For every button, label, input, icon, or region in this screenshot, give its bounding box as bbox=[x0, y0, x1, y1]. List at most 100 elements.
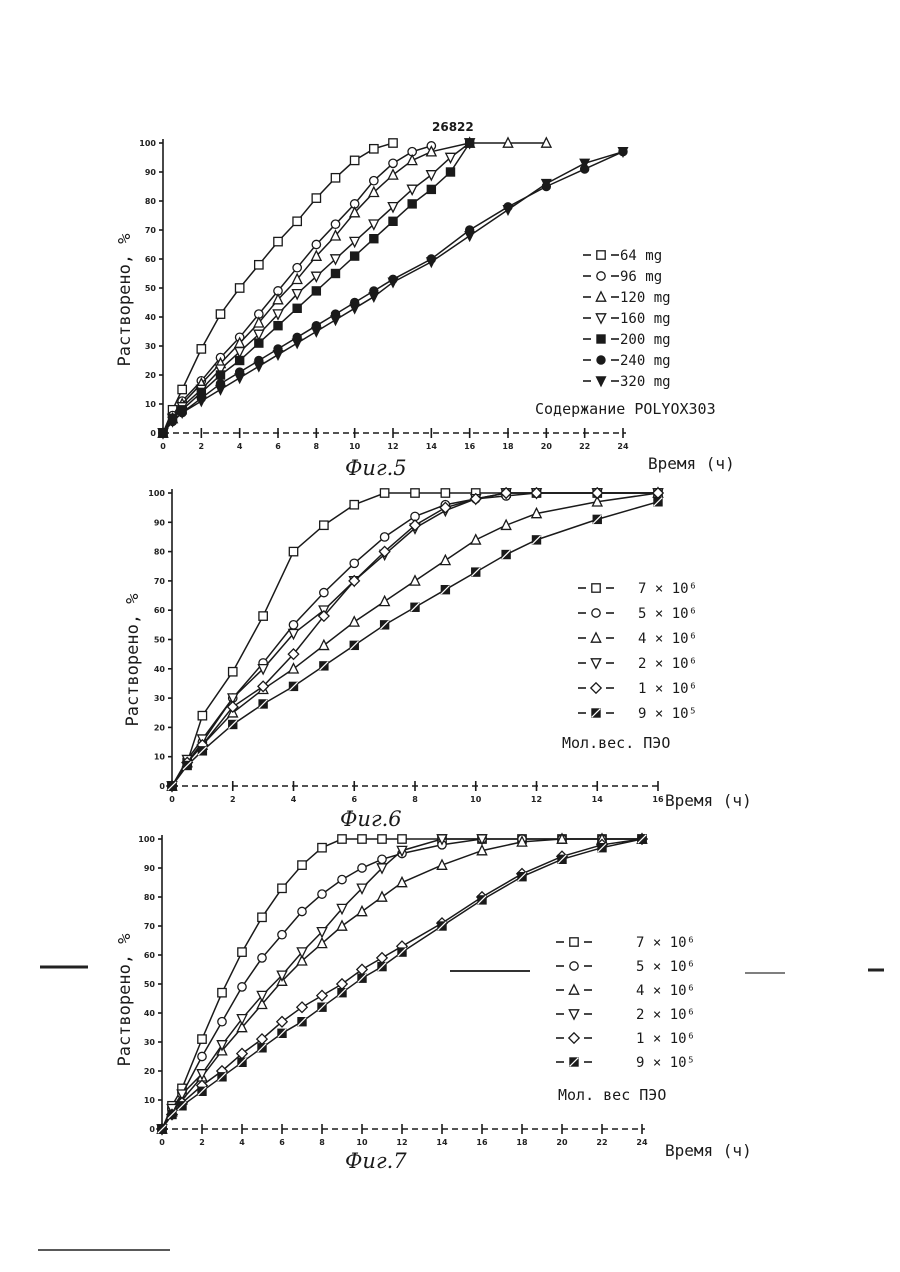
x-tick-label: 6 bbox=[279, 1138, 285, 1147]
data-point bbox=[318, 890, 326, 898]
data-point bbox=[293, 304, 301, 312]
x-tick-label: 4 bbox=[237, 442, 243, 451]
legend-label: 4 × 10⁶ bbox=[636, 983, 695, 999]
x-tick-label: 6 bbox=[351, 795, 357, 804]
legend-label: 9 × 10⁵ bbox=[638, 706, 697, 722]
data-point bbox=[408, 200, 416, 208]
y-tick-label: 10 bbox=[154, 753, 166, 762]
data-point bbox=[216, 385, 225, 394]
legend-label: 240 mg bbox=[620, 353, 671, 369]
legend-label: 2 × 10⁶ bbox=[638, 656, 697, 672]
data-point bbox=[377, 953, 387, 963]
data-point bbox=[318, 844, 326, 852]
data-point bbox=[350, 501, 358, 509]
data-point bbox=[216, 310, 224, 318]
y-tick-label: 80 bbox=[144, 893, 156, 902]
y-tick-label: 30 bbox=[144, 1038, 156, 1047]
y-tick-label: 20 bbox=[154, 723, 166, 732]
y-tick-label: 100 bbox=[138, 835, 155, 844]
x-tick-label: 10 bbox=[356, 1138, 368, 1147]
y-axis-label: Растворено, % bbox=[115, 933, 135, 1066]
charts-group: 0102030405060708090100024681012141618202… bbox=[115, 138, 752, 1173]
data-point bbox=[319, 640, 328, 649]
y-tick-label: 40 bbox=[145, 313, 157, 322]
data-point bbox=[298, 907, 306, 915]
legend-label: 96 mg bbox=[620, 269, 662, 285]
x-tick-label: 2 bbox=[199, 1138, 205, 1147]
figure-caption: Фиг.6 bbox=[340, 807, 402, 831]
legend-entry: 5 × 10⁶ bbox=[556, 959, 695, 975]
figure-caption: Фиг.5 bbox=[345, 456, 407, 480]
data-point bbox=[198, 1052, 206, 1060]
legend-label: 2 × 10⁶ bbox=[636, 1007, 695, 1023]
data-point bbox=[350, 617, 359, 626]
x-tick-label: 16 bbox=[652, 795, 664, 804]
data-point bbox=[289, 547, 297, 555]
x-tick-label: 8 bbox=[314, 442, 320, 451]
y-tick-label: 60 bbox=[144, 951, 156, 960]
legend-entry: 240 mg bbox=[583, 353, 671, 369]
data-point bbox=[255, 261, 263, 269]
x-axis-label: Время (ч) bbox=[648, 454, 735, 473]
data-point bbox=[350, 252, 358, 260]
data-point bbox=[235, 356, 243, 364]
data-point bbox=[378, 835, 386, 843]
figure-caption: Фиг.7 bbox=[345, 1149, 407, 1173]
data-point bbox=[427, 185, 435, 193]
legend-entry: 320 mg bbox=[583, 374, 671, 390]
data-point bbox=[218, 1018, 226, 1026]
data-point bbox=[297, 1002, 307, 1012]
y-tick-label: 10 bbox=[144, 1096, 156, 1105]
chart-6: 01020304050607080901000246810121416Раств… bbox=[123, 488, 752, 831]
data-point bbox=[289, 664, 298, 673]
x-axis-label: Время (ч) bbox=[665, 791, 752, 810]
data-point bbox=[320, 588, 328, 596]
data-point bbox=[198, 711, 206, 719]
x-tick-label: 10 bbox=[349, 442, 361, 451]
y-tick-label: 80 bbox=[145, 197, 157, 206]
chart-5: 0102030405060708090100024681012141618202… bbox=[115, 138, 735, 480]
y-tick-label: 0 bbox=[149, 1125, 155, 1134]
data-point bbox=[198, 1035, 206, 1043]
data-point bbox=[370, 235, 378, 243]
legend-label: 1 × 10⁶ bbox=[636, 1031, 695, 1047]
y-tick-label: 50 bbox=[144, 980, 156, 989]
legend-entry: 2 × 10⁶ bbox=[578, 656, 697, 672]
data-point bbox=[398, 835, 406, 843]
legend-entry: 5 × 10⁶ bbox=[578, 606, 697, 622]
legend-marker bbox=[592, 584, 600, 592]
x-tick-label: 2 bbox=[230, 795, 236, 804]
data-point bbox=[312, 287, 320, 295]
data-point bbox=[238, 983, 246, 991]
data-point bbox=[427, 171, 436, 180]
data-point bbox=[389, 139, 397, 147]
legend-title: Мол. вес ПЭО bbox=[558, 1086, 666, 1104]
y-tick-label: 60 bbox=[154, 606, 166, 615]
data-point bbox=[258, 913, 266, 921]
data-point bbox=[254, 362, 263, 371]
x-tick-label: 8 bbox=[412, 795, 418, 804]
data-point bbox=[397, 877, 406, 886]
x-tick-label: 16 bbox=[464, 442, 476, 451]
data-point bbox=[197, 345, 205, 353]
data-point bbox=[465, 232, 474, 241]
data-point bbox=[411, 489, 419, 497]
legend-marker bbox=[597, 272, 605, 280]
legend-entry: 1 × 10⁶ bbox=[556, 1031, 695, 1047]
series-line bbox=[163, 152, 623, 433]
x-tick-label: 18 bbox=[516, 1138, 528, 1147]
legend-label: 200 mg bbox=[620, 332, 671, 348]
data-point bbox=[388, 278, 397, 287]
data-point bbox=[389, 217, 397, 225]
data-point bbox=[312, 194, 320, 202]
data-point bbox=[446, 168, 454, 176]
data-point bbox=[331, 269, 339, 277]
legend-marker bbox=[570, 938, 578, 946]
legend-marker bbox=[591, 659, 600, 668]
data-point bbox=[370, 145, 378, 153]
data-point bbox=[441, 555, 450, 564]
data-point bbox=[292, 339, 301, 348]
series-line bbox=[163, 152, 623, 433]
x-tick-label: 24 bbox=[636, 1138, 648, 1147]
data-point bbox=[312, 240, 320, 248]
